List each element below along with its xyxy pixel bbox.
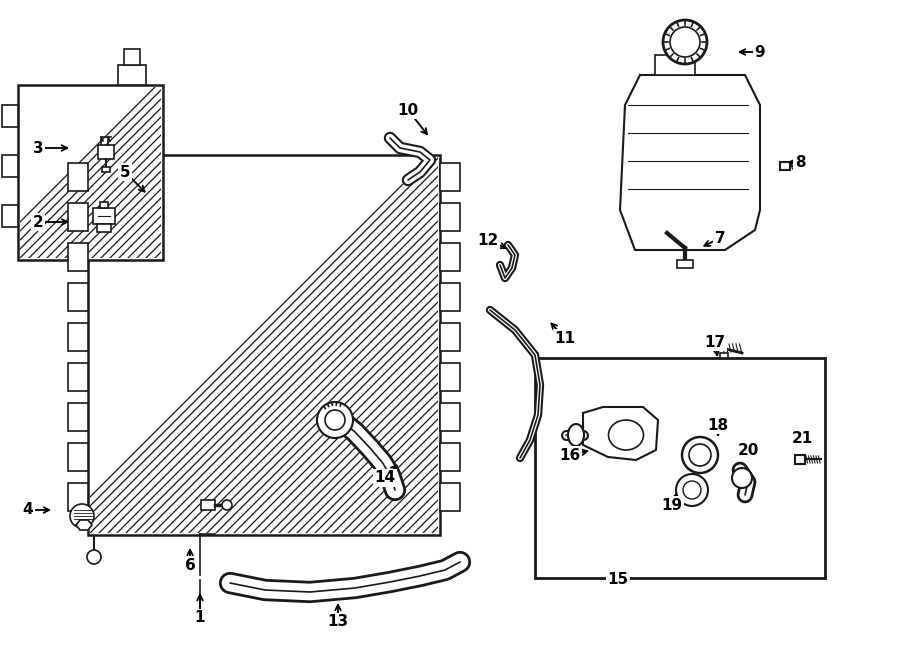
Bar xyxy=(440,483,460,511)
Bar xyxy=(68,243,88,271)
Bar xyxy=(2,205,18,227)
Text: 11: 11 xyxy=(554,330,575,346)
Bar xyxy=(68,203,88,231)
Bar xyxy=(88,155,440,535)
Ellipse shape xyxy=(568,424,584,446)
Text: 16: 16 xyxy=(560,448,580,463)
Bar xyxy=(68,323,88,351)
Bar xyxy=(118,65,146,85)
Bar xyxy=(440,363,460,391)
Circle shape xyxy=(689,444,711,466)
Circle shape xyxy=(670,27,700,57)
Text: 14: 14 xyxy=(374,471,396,485)
Circle shape xyxy=(70,504,94,528)
Bar xyxy=(68,443,88,471)
Bar xyxy=(68,163,88,191)
Bar xyxy=(201,500,215,510)
Ellipse shape xyxy=(608,420,644,450)
Bar xyxy=(795,455,805,464)
Circle shape xyxy=(317,402,353,438)
Text: 13: 13 xyxy=(328,614,348,630)
Circle shape xyxy=(732,468,752,488)
Text: 15: 15 xyxy=(608,573,628,587)
Bar xyxy=(780,162,790,170)
Bar xyxy=(68,363,88,391)
Text: 3: 3 xyxy=(32,140,43,156)
Bar xyxy=(102,167,110,172)
Circle shape xyxy=(222,500,232,510)
Bar xyxy=(98,145,114,159)
Text: 2: 2 xyxy=(32,214,43,230)
Bar xyxy=(720,353,728,358)
Bar xyxy=(440,323,460,351)
Bar xyxy=(93,208,115,224)
Text: 12: 12 xyxy=(477,232,499,248)
Bar xyxy=(100,202,108,208)
Text: 6: 6 xyxy=(184,557,195,573)
Polygon shape xyxy=(583,407,658,460)
Circle shape xyxy=(683,481,701,499)
Text: 10: 10 xyxy=(398,103,418,117)
Bar xyxy=(677,260,693,268)
Bar xyxy=(2,155,18,177)
Text: 5: 5 xyxy=(120,164,130,179)
Bar xyxy=(440,203,460,231)
Bar xyxy=(2,105,18,127)
Bar xyxy=(18,85,163,260)
Circle shape xyxy=(87,550,101,564)
Text: 9: 9 xyxy=(755,44,765,60)
Text: 17: 17 xyxy=(705,334,725,350)
Polygon shape xyxy=(76,520,92,530)
Circle shape xyxy=(676,474,708,506)
Circle shape xyxy=(325,410,345,430)
Bar xyxy=(440,403,460,431)
Bar xyxy=(440,163,460,191)
Bar xyxy=(440,443,460,471)
Bar xyxy=(440,283,460,311)
Text: 21: 21 xyxy=(791,430,813,446)
Polygon shape xyxy=(620,75,760,250)
Bar xyxy=(124,49,140,65)
Bar xyxy=(655,55,695,75)
Circle shape xyxy=(682,437,718,473)
Bar xyxy=(68,483,88,511)
Text: 4: 4 xyxy=(22,502,33,518)
Text: 7: 7 xyxy=(715,230,725,246)
Bar xyxy=(68,283,88,311)
Text: 1: 1 xyxy=(194,610,205,626)
Text: 20: 20 xyxy=(737,442,759,457)
Bar xyxy=(440,243,460,271)
Bar xyxy=(535,358,825,578)
Bar xyxy=(97,224,111,232)
Text: 18: 18 xyxy=(707,418,729,432)
Bar xyxy=(68,403,88,431)
Circle shape xyxy=(663,20,707,64)
Text: 19: 19 xyxy=(662,498,682,512)
Text: 8: 8 xyxy=(795,154,806,169)
